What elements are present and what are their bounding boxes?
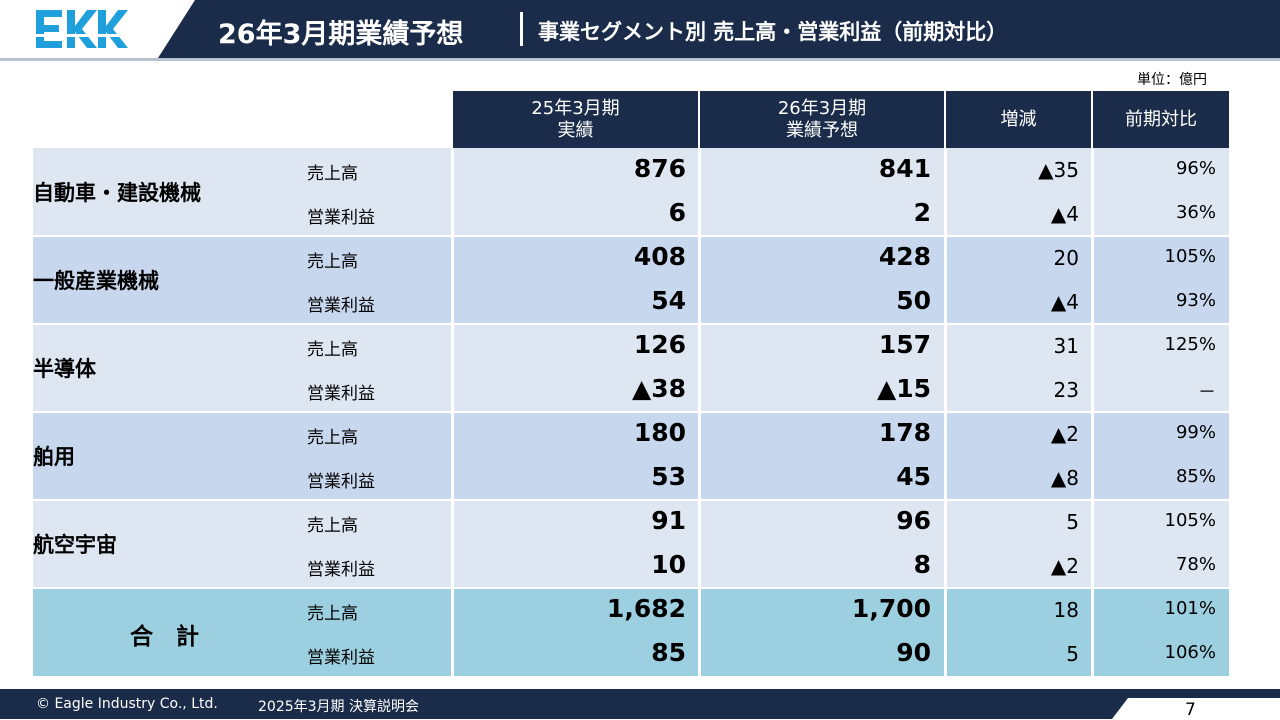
row-divider <box>33 587 1229 589</box>
segment-band <box>33 588 1229 676</box>
diff-value: 18 <box>1053 598 1079 622</box>
segment-band <box>33 412 1229 499</box>
column-header-diff: 増減 <box>946 91 1091 148</box>
fy26-value: 1,700 <box>851 594 931 623</box>
fy25-value: 180 <box>633 418 686 447</box>
unit-label: 単位：億円 <box>1137 72 1207 88</box>
segment-name: 半導体 <box>33 357 96 381</box>
segment-name: 航空宇宙 <box>33 533 117 557</box>
fy26-value: 8 <box>913 550 931 579</box>
fy25-value: ▲38 <box>631 374 686 403</box>
fy26-value: 841 <box>878 154 931 183</box>
diff-value: ▲35 <box>1038 158 1079 182</box>
row-divider <box>33 323 1229 325</box>
title-bar <box>0 0 1280 58</box>
title-divider <box>520 12 523 46</box>
fy25-value: 10 <box>651 550 686 579</box>
ekk-logo <box>36 10 128 48</box>
segment-name: 自動車・建設機械 <box>33 181 201 205</box>
ratio-value: 78% <box>1175 554 1216 575</box>
row-label: 営業利益 <box>307 384 375 404</box>
diff-value: 5 <box>1066 642 1079 666</box>
diff-value: ▲4 <box>1050 202 1079 226</box>
header-underline <box>0 58 1280 61</box>
row-label: 営業利益 <box>307 208 375 228</box>
segment-band <box>33 236 1229 323</box>
ratio-value: 106% <box>1164 642 1216 663</box>
diff-value: 31 <box>1053 334 1079 358</box>
ratio-value: 85% <box>1175 466 1216 487</box>
row-label: 売上高 <box>307 252 358 272</box>
fy25-value: 126 <box>633 330 686 359</box>
copyright: © Eagle Industry Co., Ltd. <box>36 696 218 712</box>
fy25-value: 54 <box>651 286 686 315</box>
fy26-value: ▲15 <box>876 374 931 403</box>
total-label: 合 計 <box>130 624 199 650</box>
logo-area <box>0 0 195 58</box>
ratio-value: 125% <box>1164 334 1216 355</box>
ratio-value: 105% <box>1164 246 1216 267</box>
row-label: 売上高 <box>307 604 358 624</box>
fy26-value: 90 <box>896 638 931 667</box>
event-name: 2025年3月期 決算説明会 <box>258 699 419 715</box>
segment-name: 一般産業機械 <box>33 269 159 293</box>
fy26-value: 2 <box>913 198 931 227</box>
diff-value: ▲8 <box>1050 466 1079 490</box>
ratio-value: 93% <box>1175 290 1216 311</box>
fy26-value: 50 <box>896 286 931 315</box>
diff-value: 23 <box>1053 378 1079 402</box>
ratio-value: 96% <box>1175 158 1216 179</box>
fy26-value: 45 <box>896 462 931 491</box>
column-header-fy26: 26年3月期 業績予想 <box>700 91 944 148</box>
column-header-fy25: 25年3月期 実績 <box>453 91 698 148</box>
fy26-value: 157 <box>878 330 931 359</box>
diff-value: ▲2 <box>1050 422 1079 446</box>
fy25-value: 91 <box>651 506 686 535</box>
fy25-value: 6 <box>668 198 686 227</box>
page-number: 7 <box>1185 700 1196 720</box>
fy26-value: 428 <box>878 242 931 271</box>
page-title: 26年3月期業績予想 <box>218 19 464 50</box>
diff-value: ▲2 <box>1050 554 1079 578</box>
row-label: 営業利益 <box>307 648 375 668</box>
row-label: 売上高 <box>307 164 358 184</box>
fy25-value: 1,682 <box>606 594 686 623</box>
row-divider <box>33 411 1229 413</box>
segment-band <box>33 500 1229 587</box>
row-divider <box>33 235 1229 237</box>
ratio-value: 36% <box>1175 202 1216 223</box>
row-label: 売上高 <box>307 428 358 448</box>
page-number-box <box>1112 698 1280 719</box>
row-label: 営業利益 <box>307 296 375 316</box>
row-label: 売上高 <box>307 516 358 536</box>
fy25-value: 408 <box>633 242 686 271</box>
row-label: 営業利益 <box>307 560 375 580</box>
row-label: 営業利益 <box>307 472 375 492</box>
fy26-value: 178 <box>878 418 931 447</box>
ratio-value: － <box>1198 382 1216 403</box>
column-header-ratio: 前期対比 <box>1093 91 1229 148</box>
page-subtitle: 事業セグメント別 売上高・営業利益（前期対比） <box>538 20 1008 44</box>
ratio-value: 99% <box>1175 422 1216 443</box>
row-divider <box>33 499 1229 501</box>
segment-band <box>33 324 1229 411</box>
fy26-value: 96 <box>896 506 931 535</box>
row-label: 売上高 <box>307 340 358 360</box>
segment-name: 舶用 <box>33 445 75 469</box>
fy25-value: 876 <box>633 154 686 183</box>
footer-bar <box>0 689 1280 719</box>
fy25-value: 53 <box>651 462 686 491</box>
diff-value: 20 <box>1053 246 1079 270</box>
ratio-value: 101% <box>1164 598 1216 619</box>
fy25-value: 85 <box>651 638 686 667</box>
ratio-value: 105% <box>1164 510 1216 531</box>
diff-value: 5 <box>1066 510 1079 534</box>
diff-value: ▲4 <box>1050 290 1079 314</box>
segment-band <box>33 148 1229 235</box>
